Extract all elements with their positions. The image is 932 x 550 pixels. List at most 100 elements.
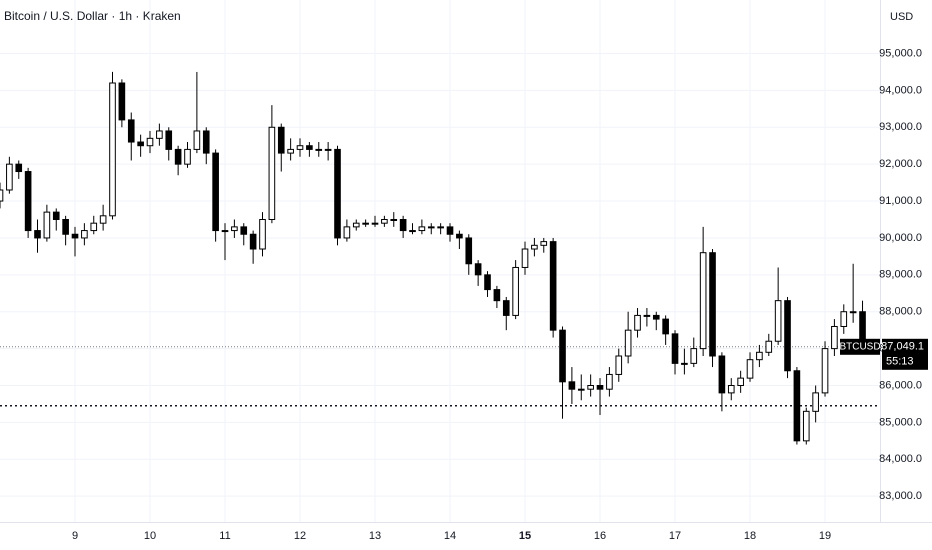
candle-body <box>727 385 735 394</box>
x-tick-label: 18 <box>744 530 756 542</box>
candle-body <box>718 355 726 394</box>
y-tick-label: 93,000.0 <box>879 121 922 133</box>
candle-body <box>165 130 173 150</box>
candle-body <box>118 82 126 121</box>
candle-body <box>390 218 398 221</box>
x-tick-label: 19 <box>819 530 831 542</box>
candle-body <box>671 333 679 364</box>
candle-body <box>259 218 266 250</box>
candle-body <box>109 82 116 217</box>
candle-body <box>502 300 510 316</box>
candle-body <box>99 215 107 224</box>
candle-body <box>268 126 276 220</box>
candle-body <box>643 314 651 317</box>
last-price-label: 87,049.1 <box>881 341 924 353</box>
candle-body <box>137 141 144 147</box>
candle-body <box>156 130 163 139</box>
candle-body <box>381 218 388 224</box>
candle-body <box>784 300 791 372</box>
candle-body <box>634 314 641 331</box>
candle-body <box>249 233 257 250</box>
candle-body <box>184 148 191 165</box>
x-tick-label: 16 <box>594 530 606 542</box>
candle-body <box>315 148 323 151</box>
x-tick-label: 11 <box>219 530 230 542</box>
candle-body <box>512 266 519 316</box>
symbol-box <box>840 338 880 355</box>
candle-body <box>606 373 613 390</box>
candle-body <box>212 152 219 232</box>
candle-body <box>81 230 88 239</box>
candle-body <box>831 325 838 350</box>
candle-body <box>559 329 566 383</box>
y-tick-label: 91,000.0 <box>879 195 922 207</box>
candle-body <box>202 130 210 154</box>
candle-body <box>493 289 501 302</box>
candle-body <box>756 351 763 361</box>
candle-body <box>371 222 379 225</box>
x-tick-label: 14 <box>444 530 456 542</box>
candle-body <box>43 211 51 239</box>
candle-body <box>71 233 79 239</box>
currency-label: USD <box>890 11 913 23</box>
candle-body <box>174 148 182 165</box>
candle-body <box>531 244 538 250</box>
candle-body <box>399 218 407 232</box>
last-price-box <box>882 338 928 370</box>
candle-body <box>6 163 13 191</box>
y-tick-label: 86,000.0 <box>879 379 922 391</box>
candle-body <box>362 222 369 225</box>
y-tick-label: 95,000.0 <box>879 47 922 59</box>
candle-body <box>240 226 248 235</box>
candle-body <box>343 226 351 239</box>
candle-body <box>324 148 332 151</box>
candle-body <box>849 311 857 314</box>
candle-body <box>437 226 444 229</box>
candle-body <box>193 130 201 150</box>
candle-body <box>296 145 304 150</box>
y-tick-label: 90,000.0 <box>879 232 922 244</box>
candle-body <box>737 377 744 387</box>
candle-body <box>15 163 23 173</box>
y-tick-label: 84,000.0 <box>879 453 922 465</box>
x-tick-label: 10 <box>144 530 156 542</box>
y-tick-label: 92,000.0 <box>879 158 922 170</box>
candle-body <box>821 348 829 394</box>
candle-body <box>24 171 32 232</box>
candle-body <box>221 230 229 233</box>
x-tick-label: 15 <box>519 530 531 542</box>
candle-body <box>465 237 473 265</box>
candle-body <box>409 230 416 233</box>
x-tick-label: 13 <box>369 530 381 542</box>
candle-body <box>549 241 557 331</box>
candle-body <box>802 410 810 442</box>
candle-body <box>231 226 238 232</box>
y-tick-label: 85,000.0 <box>879 416 922 428</box>
candle-body <box>52 211 60 220</box>
candle-body <box>596 385 604 390</box>
candle-body <box>474 263 482 276</box>
countdown-label: 55:13 <box>886 356 914 368</box>
candle-body <box>765 340 773 353</box>
candle-body <box>34 230 41 239</box>
candle-body <box>746 359 754 379</box>
candle-body <box>699 252 707 350</box>
candle-body <box>690 348 698 364</box>
candle-body <box>456 233 463 239</box>
candle-body <box>662 318 669 335</box>
candle-body <box>146 137 154 147</box>
candle-body <box>681 362 688 365</box>
candle-body <box>427 226 435 229</box>
candle-body <box>0 189 4 202</box>
candle-body <box>287 148 294 154</box>
candle-body <box>774 300 782 342</box>
candle-body <box>540 241 548 246</box>
candle-body <box>334 148 341 239</box>
candle-body <box>568 381 576 390</box>
candle-body <box>62 218 69 235</box>
candle-body <box>521 248 529 268</box>
candle-body <box>587 385 594 390</box>
candle-body <box>793 370 801 442</box>
x-tick-label: 9 <box>72 530 78 542</box>
